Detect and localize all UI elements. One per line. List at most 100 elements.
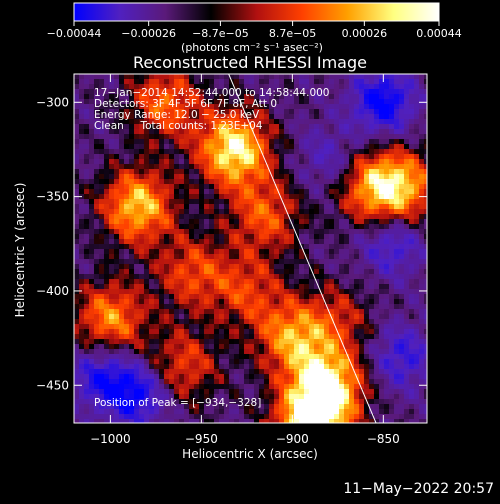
heatmap-cell [404,74,410,80]
heatmap-cell [214,294,220,300]
heatmap-cell [339,269,345,275]
heatmap-cell [164,254,170,260]
heatmap-cell [284,249,290,255]
heatmap-cell [364,179,370,185]
heatmap-cell [134,74,140,80]
heatmap-cell [299,379,305,385]
heatmap-cell [399,144,405,150]
heatmap-cell [234,419,240,425]
heatmap-cell [269,134,275,140]
heatmap-cell [414,179,420,185]
heatmap-cell [394,339,400,345]
heatmap-cell [239,339,245,345]
heatmap-cell [214,344,220,350]
heatmap-cell [89,299,95,305]
heatmap-cell [334,409,340,415]
heatmap-cell [194,294,200,300]
heatmap-cell [89,354,95,360]
heatmap-cell [329,264,335,270]
heatmap-cell [204,364,210,370]
heatmap-cell [219,184,225,190]
heatmap-cell [284,119,290,125]
heatmap-cell [114,339,120,345]
heatmap-cell [379,239,385,245]
heatmap-cell [174,74,180,80]
heatmap-cell [244,379,250,385]
heatmap-cell [169,229,175,235]
heatmap-cell [369,284,375,290]
heatmap-cell [369,119,375,125]
heatmap-cell [174,294,180,300]
heatmap-cell [344,99,350,105]
heatmap-cell [159,359,165,365]
heatmap-cell [159,204,165,210]
heatmap-cell [89,169,95,175]
heatmap-cell [239,329,245,335]
heatmap-cell [264,374,270,380]
heatmap-cell [379,389,385,395]
heatmap-cell [399,219,405,225]
heatmap-cell [289,309,295,315]
heatmap-cell [389,344,395,350]
heatmap-cell [194,164,200,170]
heatmap-cell [209,284,215,290]
heatmap-cell [324,339,330,345]
heatmap-cell [259,229,265,235]
heatmap-cell [139,339,145,345]
heatmap-cell [349,219,355,225]
heatmap-cell [244,414,250,420]
heatmap-cell [159,164,165,170]
heatmap-cell [289,299,295,305]
heatmap-cell [179,349,185,355]
heatmap-cell [419,239,425,245]
heatmap-cell [404,84,410,90]
heatmap-cell [84,304,90,310]
heatmap-cell [199,259,205,265]
heatmap-cell [209,274,215,280]
heatmap-cell [204,319,210,325]
heatmap-cell [324,259,330,265]
heatmap-cell [314,339,320,345]
heatmap-cell [74,264,80,270]
heatmap-cell [409,189,415,195]
heatmap-cell [414,149,420,155]
heatmap-cell [274,159,280,165]
heatmap-cell [354,324,360,330]
heatmap-cell [309,189,315,195]
heatmap-cell [119,354,125,360]
heatmap-cell [334,74,340,80]
heatmap-cell [109,154,115,160]
heatmap-cell [309,224,315,230]
heatmap-cell [169,409,175,415]
heatmap-cell [74,144,80,150]
heatmap-cell [134,319,140,325]
heatmap-cell [359,194,365,200]
heatmap-cell [264,269,270,275]
heatmap-cell [129,134,135,140]
heatmap-cell [334,299,340,305]
heatmap-cell [414,189,420,195]
heatmap-cell [284,289,290,295]
heatmap-cell [194,204,200,210]
heatmap-cell [409,289,415,295]
heatmap-cell [139,374,145,380]
heatmap-cell [264,389,270,395]
heatmap-cell [254,194,260,200]
heatmap-cell [419,259,425,265]
heatmap-cell [304,414,310,420]
heatmap-cell [324,164,330,170]
heatmap-cell [259,169,265,175]
heatmap-cell [324,194,330,200]
heatmap-cell [314,214,320,220]
heatmap-cell [194,184,200,190]
heatmap-cell [259,374,265,380]
heatmap-cell [269,144,275,150]
heatmap-cell [404,114,410,120]
heatmap-cell [79,179,85,185]
heatmap-cell [304,174,310,180]
heatmap-cell [134,324,140,330]
heatmap-cell [394,124,400,130]
heatmap-cell [339,274,345,280]
heatmap-cell [169,194,175,200]
heatmap-cell [399,204,405,210]
